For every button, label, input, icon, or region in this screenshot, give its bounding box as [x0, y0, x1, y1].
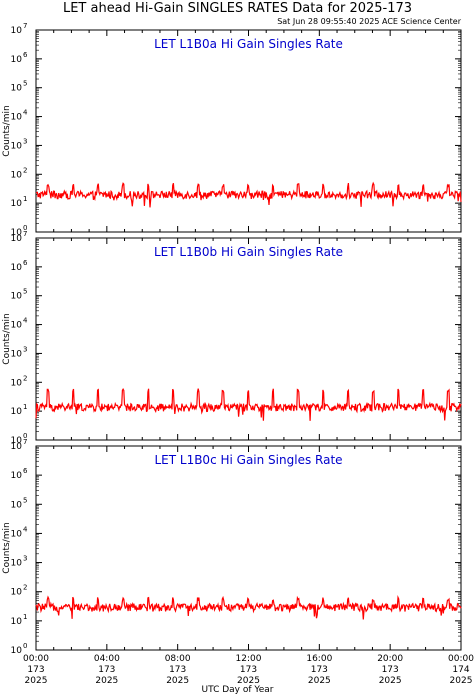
y-tick-exponent: 0: [23, 642, 27, 650]
y-tick-exponent: 6: [23, 467, 28, 475]
y-tick-label: 10: [11, 55, 23, 65]
y-tick-label: 10: [11, 471, 23, 481]
y-tick-label: 10: [11, 646, 23, 656]
x-tick-label: 20:00: [377, 654, 403, 664]
panel-title: LET L1B0c Hi Gain Singles Rate: [154, 453, 342, 467]
y-tick-exponent: 1: [23, 613, 27, 621]
x-tick-label: 12:00: [236, 654, 262, 664]
y-tick-label: 10: [11, 617, 23, 627]
y-tick-label: 10: [11, 141, 23, 151]
panel-title: LET L1B0b Hi Gain Singles Rate: [154, 245, 343, 259]
y-tick-exponent: 2: [23, 374, 27, 382]
x-tick-label: 2025: [308, 676, 331, 686]
y-tick-label: 10: [11, 26, 23, 36]
panel-frame: [35, 237, 462, 441]
y-tick-exponent: 1: [23, 195, 27, 203]
y-tick-exponent: 3: [23, 137, 27, 145]
series-line: [35, 595, 462, 620]
y-tick-exponent: 0: [23, 224, 27, 232]
x-tick-label: 04:00: [94, 654, 120, 664]
y-axis-label: Counts/min: [2, 105, 12, 156]
y-tick-label: 10: [11, 529, 23, 539]
x-tick-label: 00:00: [448, 654, 474, 664]
x-tick-label: 173: [382, 665, 399, 675]
y-tick-label: 10: [11, 234, 23, 244]
y-tick-exponent: 4: [23, 317, 28, 325]
y-tick-exponent: 4: [23, 109, 28, 117]
y-tick-label: 10: [11, 378, 23, 388]
y-tick-exponent: 2: [23, 584, 27, 592]
y-axis-label: Counts/min: [2, 522, 12, 573]
y-tick-exponent: 5: [23, 288, 27, 296]
y-tick-label: 10: [11, 500, 23, 510]
y-tick-label: 10: [11, 442, 23, 452]
x-tick-label: 16:00: [306, 654, 332, 664]
x-tick-label: 2025: [379, 676, 402, 686]
x-tick-label: 173: [311, 665, 328, 675]
y-tick-exponent: 3: [23, 345, 27, 353]
x-tick-label: 2025: [166, 676, 189, 686]
x-tick-label: 173: [27, 665, 44, 675]
x-tick-label: 00:00: [23, 654, 49, 664]
y-tick-exponent: 7: [23, 230, 27, 238]
panel-frame: [35, 29, 462, 233]
y-tick-label: 10: [11, 349, 23, 359]
y-tick-exponent: 1: [23, 403, 27, 411]
timestamp: Sat Jun 28 09:55:40 2025 ACE Science Cen…: [277, 17, 461, 26]
panel-title: LET L1B0a Hi Gain Singles Rate: [154, 37, 343, 51]
y-tick-label: 10: [11, 228, 23, 238]
y-tick-exponent: 2: [23, 166, 27, 174]
y-tick-exponent: 7: [23, 22, 27, 30]
x-tick-label: 2025: [237, 676, 260, 686]
x-tick-label: 173: [169, 665, 186, 675]
y-tick-label: 10: [11, 84, 23, 94]
x-tick-label: 2025: [450, 676, 473, 686]
y-tick-label: 10: [11, 436, 23, 446]
series-line: [35, 388, 462, 421]
y-tick-label: 10: [11, 588, 23, 598]
y-tick-exponent: 3: [23, 555, 27, 563]
y-tick-label: 10: [11, 113, 23, 123]
y-tick-label: 10: [11, 321, 23, 331]
x-axis-label: UTC Day of Year: [201, 685, 274, 695]
y-tick-label: 10: [11, 292, 23, 302]
y-tick-exponent: 0: [23, 432, 27, 440]
y-tick-label: 10: [11, 559, 23, 569]
x-tick-label: 2025: [95, 676, 118, 686]
y-tick-exponent: 5: [23, 496, 27, 504]
y-tick-label: 10: [11, 263, 23, 273]
y-tick-label: 10: [11, 199, 23, 209]
x-tick-label: 173: [98, 665, 115, 675]
y-tick-exponent: 5: [23, 80, 27, 88]
y-tick-exponent: 7: [23, 438, 27, 446]
x-tick-label: 174: [452, 665, 469, 675]
x-tick-label: 2025: [25, 676, 48, 686]
panel-frame: [35, 445, 462, 651]
chart-title: LET ahead Hi-Gain SINGLES RATES Data for…: [62, 1, 413, 16]
y-axis-label: Counts/min: [2, 313, 12, 364]
y-tick-label: 10: [11, 407, 23, 417]
x-tick-label: 173: [240, 665, 257, 675]
y-tick-exponent: 4: [23, 525, 28, 533]
series-line: [35, 181, 462, 208]
y-tick-exponent: 6: [23, 51, 28, 59]
x-tick-label: 08:00: [165, 654, 191, 664]
y-tick-label: 10: [11, 170, 23, 180]
y-tick-exponent: 6: [23, 259, 28, 267]
